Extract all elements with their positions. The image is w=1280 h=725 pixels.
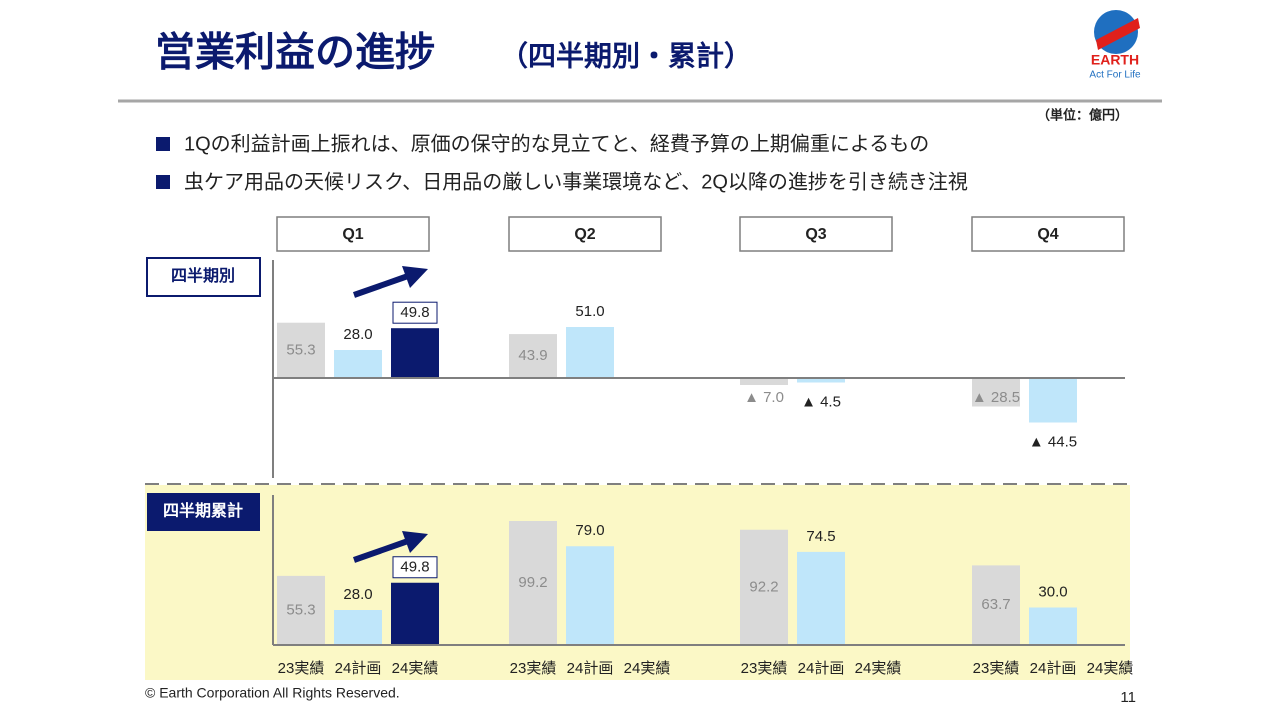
value-label: ▲ 28.5 [972,389,1020,406]
x-tick-label: 24実績 [392,660,439,677]
logo-tagline: Act For Life [1089,70,1141,81]
value-label: 43.9 [518,347,547,364]
bar [740,378,788,385]
bar [391,328,439,378]
x-tick-label: 24計画 [335,660,382,677]
value-label: 28.0 [343,326,372,343]
value-label: 99.2 [518,574,547,591]
bar [797,551,845,645]
value-label: 55.3 [286,341,315,358]
value-label: 49.8 [400,559,429,576]
x-tick-label: 24実績 [855,660,902,677]
bar [509,334,557,378]
quarter-box [739,216,893,252]
value-label: ▲ 4.5 [801,393,841,410]
bar [334,350,382,378]
value-label: 74.5 [806,528,835,545]
bar [334,610,382,645]
bullet-text: 虫ケア用品の天候リスク、日用品の厳しい事業環境など、2Q以降の進捗を引き続き注視 [184,170,968,193]
page-number: 11 [1120,689,1136,706]
bar [566,546,614,645]
value-label: 92.2 [749,578,778,595]
x-tick-label: 23実績 [278,660,325,677]
bar [1029,378,1077,423]
quarter-label: Q1 [342,226,363,243]
bullet-text: 1Qの利益計画上振れは、原価の保守的な見立てと、経費予算の上期偏重によるもの [184,132,929,155]
x-tick-label: 24計画 [567,660,614,677]
bar [972,378,1020,407]
quarter-box [276,216,430,252]
quarter-label: Q3 [805,226,826,243]
copyright: © Earth Corporation All Rights Reserved. [145,685,400,701]
quarter-box [508,216,662,252]
value-label: ▲ 44.5 [1029,433,1077,450]
chart-label-box [146,257,261,297]
x-tick-label: 24計画 [1030,660,1077,677]
quarter-box [971,216,1125,252]
value-label: 63.7 [981,596,1010,613]
chart-label-box [147,493,260,531]
bar [509,521,557,645]
bullet-marker [156,175,170,189]
bar [277,322,325,378]
value-label: 51.0 [575,303,604,320]
x-tick-label: 23実績 [973,660,1020,677]
unit-label: （単位：億円） [1037,107,1128,122]
value-label-box [392,556,438,579]
quarter-label: Q2 [574,226,595,243]
bullet-marker [156,137,170,151]
bar [391,582,439,645]
value-label-box [392,301,438,324]
bar [277,575,325,645]
bar [797,378,845,383]
value-label: 55.3 [286,601,315,618]
arrow-head [402,266,428,288]
title: 営業利益の進捗 [155,31,435,75]
value-label: 79.0 [575,522,604,539]
x-tick-label: 24計画 [798,660,845,677]
logo-stripe [1096,18,1140,50]
value-label: ▲ 7.0 [744,389,784,406]
logo: EARTH Act For Life [1089,10,1141,81]
x-tick-label: 24実績 [1087,660,1134,677]
trend-arrow [353,266,428,563]
bar [740,529,788,645]
x-tick-label: 24実績 [624,660,671,677]
value-label: 30.0 [1038,583,1067,600]
arrow-shaft [353,273,409,298]
subtitle: （四半期別・累計） [500,39,752,71]
bar [972,565,1020,645]
chart-label: 四半期別 [171,266,235,285]
logo-name: EARTH [1091,52,1139,68]
value-label: 28.0 [343,586,372,603]
x-tick-label: 23実績 [510,660,557,677]
quarter-label: Q4 [1037,226,1058,243]
bar [1029,607,1077,645]
bar [566,327,614,378]
x-tick-label: 23実績 [741,660,788,677]
value-label: 49.8 [400,304,429,321]
arrow-shaft [353,538,409,563]
arrow-head [402,531,428,553]
chart-label: 四半期累計 [163,501,243,520]
